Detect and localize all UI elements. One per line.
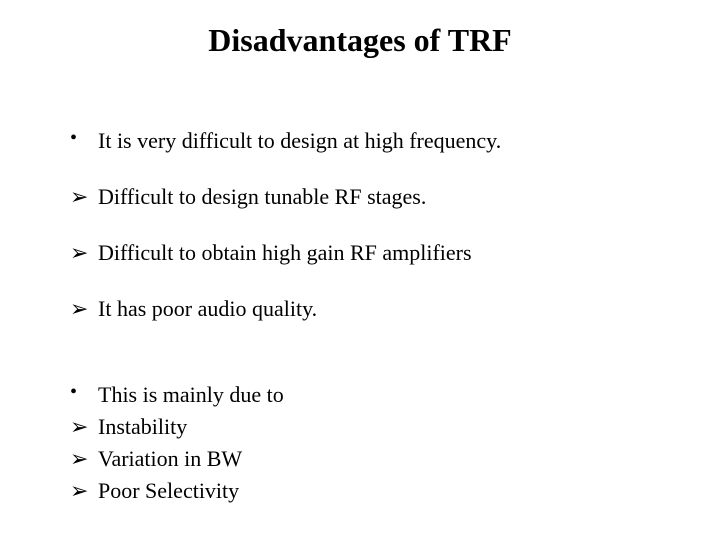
bullet-arrow-icon: ➢	[70, 414, 92, 440]
list-item-text: Instability	[98, 414, 187, 439]
bullet-list: • It is very difficult to design at high…	[70, 128, 670, 510]
list-item: • This is mainly due to	[70, 382, 670, 408]
list-item-text: It is very difficult to design at high f…	[98, 128, 501, 153]
list-item-text: This is mainly due to	[98, 382, 284, 407]
bullet-dot-icon: •	[70, 382, 92, 402]
slide: Disadvantages of TRF • It is very diffic…	[0, 0, 720, 540]
list-item-text: Poor Selectivity	[98, 478, 239, 503]
list-item: ➢ Instability	[70, 414, 670, 440]
list-item: ➢ It has poor audio quality.	[70, 296, 670, 322]
bullet-arrow-icon: ➢	[70, 478, 92, 504]
list-item: ➢ Difficult to obtain high gain RF ampli…	[70, 240, 670, 266]
bullet-arrow-icon: ➢	[70, 240, 92, 266]
list-item: ➢ Variation in BW	[70, 446, 670, 472]
slide-title: Disadvantages of TRF	[0, 22, 720, 59]
list-item-text: Variation in BW	[98, 446, 242, 471]
list-item-text: Difficult to obtain high gain RF amplifi…	[98, 240, 472, 265]
list-item: ➢ Difficult to design tunable RF stages.	[70, 184, 670, 210]
bullet-arrow-icon: ➢	[70, 184, 92, 210]
list-item-text: It has poor audio quality.	[98, 296, 317, 321]
list-item-text: Difficult to design tunable RF stages.	[98, 184, 426, 209]
bullet-arrow-icon: ➢	[70, 296, 92, 322]
list-item: • It is very difficult to design at high…	[70, 128, 670, 154]
bullet-arrow-icon: ➢	[70, 446, 92, 472]
list-item: ➢ Poor Selectivity	[70, 478, 670, 504]
bullet-dot-icon: •	[70, 128, 92, 148]
